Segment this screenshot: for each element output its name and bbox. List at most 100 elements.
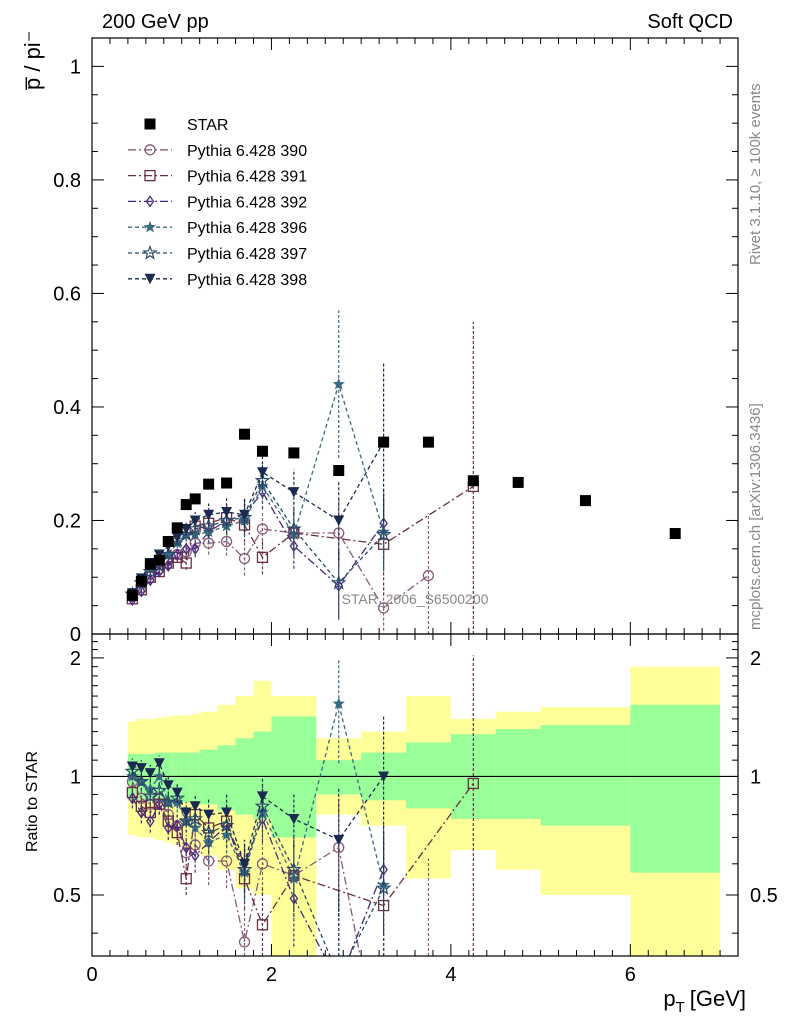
legend-marker — [143, 220, 157, 233]
watermark: STAR_2006_S6500200 — [342, 591, 489, 607]
header-right: Soft QCD — [647, 11, 733, 33]
legend-marker — [145, 195, 155, 208]
data-point — [171, 532, 183, 544]
data-point — [162, 815, 174, 827]
legend-label: Pythia 6.428 391 — [187, 169, 307, 186]
y-axis-label-main: p̅ / pi⁻ — [20, 31, 45, 91]
legend-label: Pythia 6.428 390 — [187, 143, 307, 160]
x-tick-label: 0 — [86, 964, 97, 986]
data-point — [512, 476, 524, 488]
data-point — [256, 551, 269, 564]
data-point — [160, 546, 176, 562]
data-point — [126, 770, 139, 782]
x-tick-label: 2 — [266, 964, 277, 986]
legend-label: Pythia 6.428 392 — [187, 194, 307, 211]
data-point — [153, 554, 165, 566]
band-green — [316, 760, 362, 795]
y-tick-label: 0 — [70, 624, 81, 646]
data-point — [135, 763, 147, 774]
legend-marker — [144, 169, 156, 182]
data-point — [190, 849, 200, 862]
data-point — [203, 509, 215, 521]
data-point — [144, 768, 156, 779]
data-point — [422, 569, 435, 582]
band-green — [217, 745, 236, 811]
legend-label: Pythia 6.428 397 — [187, 246, 307, 263]
data-point — [256, 523, 269, 535]
band-green — [540, 725, 631, 826]
data-point — [378, 771, 390, 782]
legend-entry: Pythia 6.428 392 — [128, 194, 307, 211]
data-point — [181, 841, 191, 854]
y-tick-label: 0.2 — [53, 510, 81, 532]
band-green — [181, 752, 191, 803]
x-axis-label: pT [GeV] — [663, 986, 746, 1016]
data-point — [203, 478, 215, 490]
band-green — [190, 752, 200, 803]
ratio-y-tick-label-right: 2 — [750, 648, 761, 670]
data-point — [137, 585, 146, 598]
ratio-y-tick-label-right: 1 — [750, 766, 761, 788]
data-point — [171, 522, 183, 534]
series-star — [126, 428, 681, 601]
data-point — [333, 515, 345, 526]
data-point — [333, 834, 345, 846]
band-green — [253, 731, 272, 819]
data-point — [221, 477, 233, 489]
data-point — [238, 936, 251, 948]
x-axis-label-unit: [GeV] — [690, 986, 746, 1011]
data-point — [171, 787, 183, 799]
data-point — [256, 858, 269, 870]
data-point — [579, 495, 591, 507]
data-point — [180, 557, 192, 569]
legend-entry: STAR — [144, 117, 228, 134]
series-pythia-6-428-398 — [126, 716, 390, 917]
data-point — [218, 817, 235, 833]
data-point — [200, 518, 217, 533]
data-point — [375, 880, 392, 895]
data-point — [239, 428, 251, 440]
data-point — [162, 780, 174, 791]
series-line — [131, 783, 474, 927]
data-point — [172, 819, 182, 832]
series-line — [131, 485, 474, 600]
data-point — [189, 515, 201, 526]
data-point — [180, 807, 192, 818]
legend: STAR Pythia 6.428 390 Pythia 6.428 391 Pyth… — [128, 117, 307, 289]
legend-marker — [144, 144, 156, 156]
legend-marker — [144, 118, 156, 130]
data-point — [200, 824, 217, 840]
data-point — [151, 782, 168, 798]
data-point — [133, 773, 150, 789]
y-tick-label: 0.8 — [53, 170, 81, 192]
ratio-y-tick-label-right: 0.5 — [750, 885, 778, 907]
data-point — [467, 777, 479, 790]
data-point — [189, 801, 201, 812]
data-point — [187, 520, 204, 536]
data-point — [172, 548, 182, 561]
axes-frame: 0 2 4 600.20.40.60.810.5 0.51 12 2 — [53, 37, 778, 986]
data-point — [154, 798, 164, 811]
data-point — [137, 806, 146, 819]
data-point — [180, 873, 192, 885]
data-point — [236, 861, 253, 877]
legend-entry: Pythia 6.428 397 — [128, 244, 307, 263]
header-left: 200 GeV pp — [102, 11, 209, 33]
band-green — [172, 752, 182, 803]
band-green — [630, 704, 721, 873]
data-point — [187, 810, 204, 826]
data-point — [180, 523, 192, 535]
data-point — [378, 436, 390, 448]
data-point — [142, 788, 159, 803]
data-point — [163, 821, 173, 835]
data-point — [288, 447, 300, 459]
y-tick-label: 0.6 — [53, 283, 81, 305]
data-point — [220, 828, 233, 841]
series-line — [131, 490, 385, 601]
rivet-label: Rivet 3.1.10, ≥ 100k events — [747, 83, 764, 265]
legend-entry: Pythia 6.428 396 — [128, 220, 307, 237]
x-axis-label-p: p — [663, 986, 675, 1011]
data-point — [189, 493, 201, 505]
data-point — [153, 770, 166, 782]
data-point — [146, 573, 155, 587]
